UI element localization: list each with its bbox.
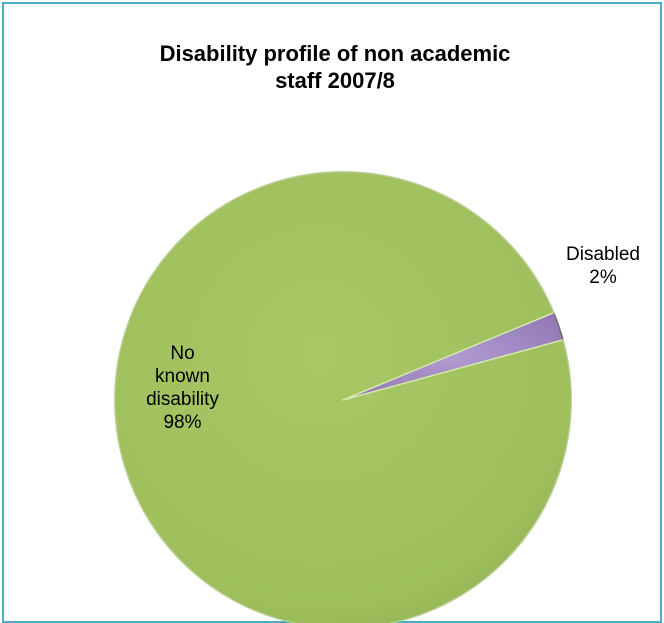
slice-label-no-line-1: No	[170, 343, 195, 364]
slice-label-no-known-disability: No known disability 98%	[120, 342, 245, 434]
chart-title: Disability profile of non academic staff…	[0, 40, 664, 94]
chart-title-line-2: staff 2007/8	[275, 68, 395, 93]
slice-label-disabled: Disabled 2%	[548, 243, 658, 289]
slice-label-disabled-percent: 2%	[589, 267, 617, 288]
slice-label-no-line-3: disability	[146, 389, 219, 410]
chart-title-line-1: Disability profile of non academic	[159, 41, 511, 66]
slice-label-no-line-2: known	[155, 366, 210, 387]
pie-slice-1	[114, 171, 572, 623]
slice-label-no-percent: 98%	[163, 412, 202, 433]
slice-label-disabled-name: Disabled	[566, 244, 640, 265]
pie-outline	[114, 171, 572, 623]
